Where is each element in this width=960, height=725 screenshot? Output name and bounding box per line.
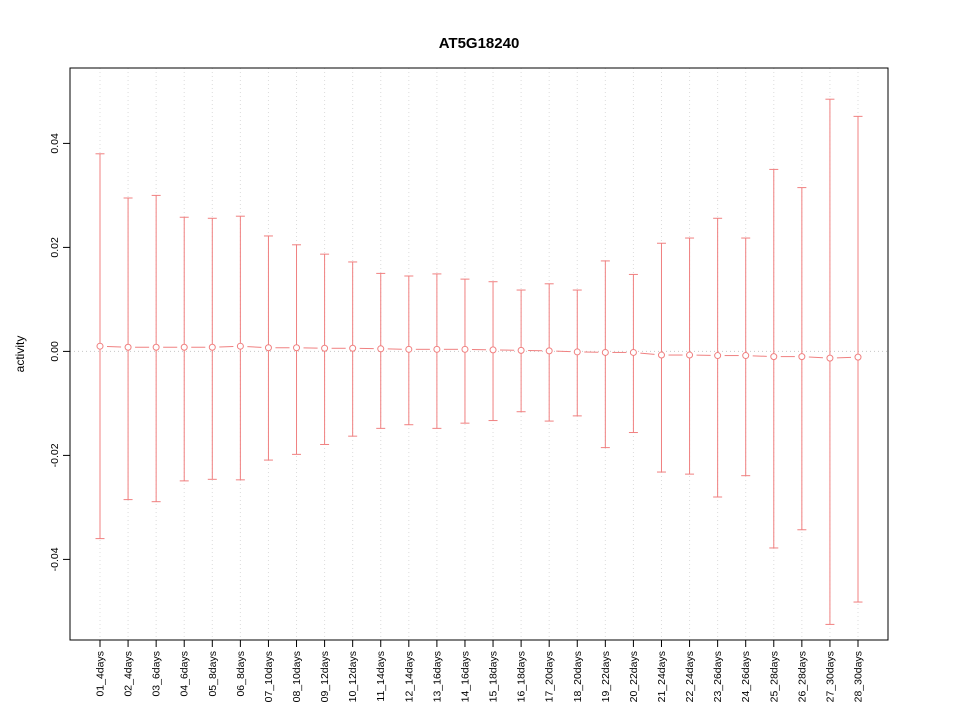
series-line-segment [556,351,570,352]
data-point [687,352,693,358]
x-tick-label: 07_10days [263,651,275,702]
data-point [715,353,721,359]
y-tick-label: -0.04 [49,547,61,571]
x-tick-label: 01_4days [95,651,107,697]
data-point [799,354,805,360]
data-point [378,346,384,352]
x-tick-label: 20_22days [628,651,640,702]
series-line-segment [753,356,767,357]
data-point [546,348,552,354]
data-point [743,353,749,359]
x-tick-label: 02_4days [123,651,135,697]
x-tick-label: 24_26days [740,651,752,702]
data-point [406,346,412,352]
data-point [630,349,636,355]
x-tick-label: 03_6days [151,651,163,697]
x-tick-label: 27_30days [824,651,836,702]
data-point [518,347,524,353]
x-tick-label: 15_18days [488,651,500,702]
data-point [658,352,664,358]
x-tick-label: 28_30days [853,651,865,702]
x-tick-label: 14_16days [459,651,471,702]
data-point [125,344,131,350]
y-tick-label: 0.02 [49,237,61,258]
data-point [237,343,243,349]
data-point [209,344,215,350]
data-point [181,344,187,350]
data-point [294,345,300,351]
y-axis: -0.04 -0.02 0.00 0.02 0.04 [49,133,70,571]
x-tick-label: 25_28days [768,651,780,702]
y-tick-label: 0.00 [49,341,61,362]
x-tick-label: 12_14days [403,651,415,702]
x-axis: 01_4days 02_4days 03_6days 04_6days 05_8days… [95,640,865,702]
data-point [827,355,833,361]
data-point [265,345,271,351]
series-line-segment [247,347,261,348]
data-point [462,346,468,352]
x-tick-label: 16_18days [516,651,528,702]
series-group [96,99,863,624]
data-point [350,345,356,351]
data-point [771,354,777,360]
y-tick-label: 0.04 [49,133,61,154]
gridlines [70,68,888,640]
x-tick-label: 23_26days [712,651,724,702]
y-tick-label: -0.02 [49,443,61,467]
data-point [602,349,608,355]
series-line-segment [107,346,121,347]
y-axis-label: activity [13,336,27,373]
data-point [574,349,580,355]
x-tick-label: 08_10days [291,651,303,702]
x-tick-label: 06_8days [235,651,247,697]
data-point [490,347,496,353]
series-line-segment [219,346,233,347]
data-point [322,345,328,351]
x-tick-label: 18_20days [572,651,584,702]
series-line-segment [837,357,851,358]
x-tick-label: 05_8days [207,651,219,697]
x-tick-label: 19_22days [600,651,612,702]
x-tick-label: 04_6days [179,651,191,697]
data-point [153,344,159,350]
x-tick-label: 22_24days [684,651,696,702]
x-tick-label: 11_14days [375,651,387,702]
x-tick-label: 10_12days [347,651,359,702]
series-line-segment [640,353,654,354]
chart-title: AT5G18240 [439,35,520,52]
data-point [855,354,861,360]
x-tick-label: 21_24days [656,651,668,702]
data-point [97,343,103,349]
plot-border [70,68,888,640]
x-tick-label: 13_16days [431,651,443,702]
x-tick-label: 17_20days [544,651,556,702]
x-tick-label: 09_12days [319,651,331,702]
x-tick-label: 26_28days [796,651,808,702]
data-point [434,346,440,352]
series-line-segment [809,357,823,358]
